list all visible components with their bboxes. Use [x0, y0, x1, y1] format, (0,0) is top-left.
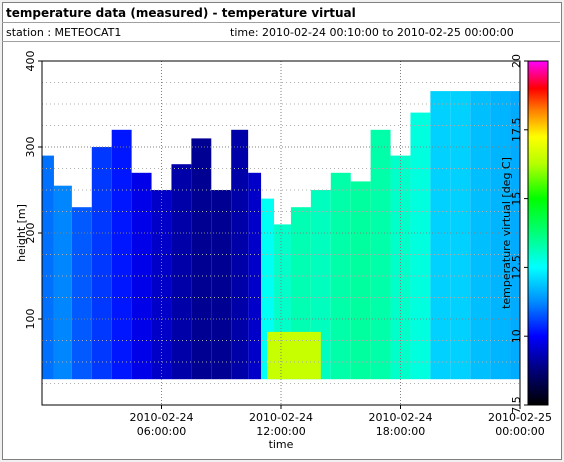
heatmap-column — [171, 164, 192, 380]
heatmap-warm-patch — [267, 331, 321, 380]
y-axis-label: height [m] — [15, 204, 28, 262]
y-tick-label: 300 — [24, 137, 37, 158]
colorbar-tick-label: 7.5 — [510, 396, 523, 414]
x-tick-label: 2010-02-24 — [130, 411, 194, 424]
heatmap-column — [131, 172, 152, 380]
colorbar — [527, 60, 549, 406]
heatmap-column — [370, 129, 391, 380]
x-axis-label: time — [269, 438, 294, 451]
colorbar-label: temperature virtual [deg C] — [500, 157, 513, 309]
y-tick-label: 200 — [24, 223, 37, 244]
heatmap-column — [42, 155, 54, 380]
heatmap-column — [191, 138, 212, 380]
x-tick-label: 12:00:00 — [256, 425, 305, 438]
heatmap-column — [390, 155, 411, 380]
colorbar-tick-label: 10 — [510, 329, 523, 343]
heatmap-column — [510, 91, 520, 380]
x-tick-label: 2010-02-24 — [369, 411, 433, 424]
station-label: station : METEOCAT1 — [6, 26, 122, 39]
heatmap-column — [490, 91, 511, 380]
heatmap-column — [231, 129, 249, 380]
heatmap-column — [430, 91, 451, 380]
x-tick-label: 06:00:00 — [137, 425, 186, 438]
heatmap-column — [91, 147, 112, 380]
divider — [2, 22, 560, 23]
x-tick-label: 2010-02-25 — [488, 411, 552, 424]
divider — [2, 41, 560, 42]
colorbar-tick-label: 12.5 — [510, 255, 523, 280]
x-tick-label: 18:00:00 — [376, 425, 425, 438]
colorbar-tick-label: 15 — [510, 192, 523, 206]
heatmap-column — [71, 207, 92, 380]
colorbar-tick-label: 20 — [510, 54, 523, 68]
heatmap-column — [53, 185, 72, 380]
heatmap-column — [211, 190, 232, 380]
y-tick-label: 400 — [24, 51, 37, 72]
x-tick-label: 00:00:00 — [495, 425, 544, 438]
heatmap-column — [111, 129, 132, 380]
heatmap-column — [410, 112, 431, 380]
heatmap-column — [450, 91, 471, 380]
heatmap-column — [470, 91, 491, 380]
heatmap-column — [330, 172, 351, 380]
y-tick-label: 100 — [24, 309, 37, 330]
heatmap-column — [350, 181, 371, 380]
colorbar-tick-label: 17.5 — [510, 118, 523, 143]
heatmap-column — [151, 190, 172, 380]
time-range-label: time: 2010-02-24 00:10:00 to 2010-02-25 … — [230, 26, 514, 39]
page-title: temperature data (measured) - temperatur… — [6, 6, 356, 20]
x-tick-label: 2010-02-24 — [249, 411, 313, 424]
